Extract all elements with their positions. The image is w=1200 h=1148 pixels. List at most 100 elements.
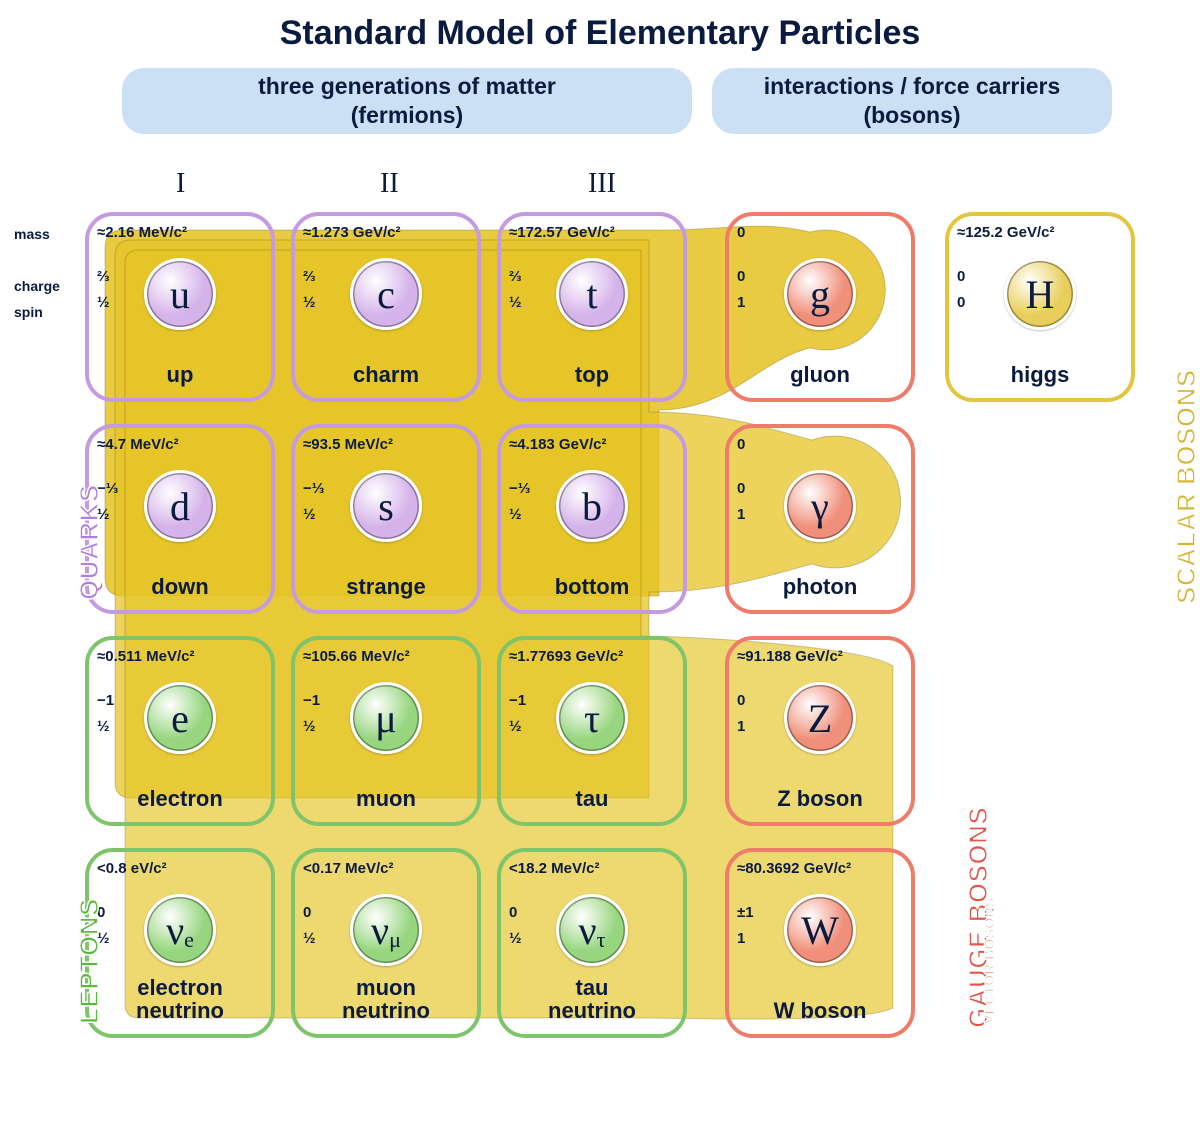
symbol-circle: u xyxy=(144,258,216,330)
cell-inner: ≈4.183 GeV/c² −⅓ ½ b bottom xyxy=(509,436,675,602)
symbol: ν xyxy=(166,907,184,954)
charge-value: 0 xyxy=(737,692,745,709)
particle-cell-w: ≈80.3692 GeV/c²±11WW boson xyxy=(725,848,915,1038)
charge-value: 0 xyxy=(509,904,517,921)
particle-cell-charm: ≈1.273 GeV/c²⅔½ccharm xyxy=(291,212,481,402)
cell-inner: ≈2.16 MeV/c²⅔½uup xyxy=(97,224,263,390)
charge-value: ±1 xyxy=(737,904,754,921)
particle-cell-electron: ≈0.511 MeV/c²−1½eelectron xyxy=(85,636,275,826)
spin-value: ½ xyxy=(97,294,110,311)
mass-value: ≈105.66 MeV/c² xyxy=(303,648,469,665)
particle-cell-higgs: ≈125.2 GeV/c²00Hhiggs xyxy=(945,212,1135,402)
cell-inner: 001γphoton xyxy=(737,436,903,602)
particle-cell-z: ≈91.188 GeV/c² 0 1 Z Z boson xyxy=(725,636,915,826)
charge-value: ⅔ xyxy=(509,268,522,285)
symbol-circle: g xyxy=(784,258,856,330)
cell-inner: ≈1.273 GeV/c²⅔½ccharm xyxy=(303,224,469,390)
cell-inner: <18.2 MeV/c²0½ντtauneutrino xyxy=(509,860,675,1026)
symbol: W xyxy=(801,907,839,954)
symbol-circle: νμ xyxy=(350,894,422,966)
particle-name: photon xyxy=(737,575,903,598)
symbol-circle: c xyxy=(350,258,422,330)
cell-inner: ≈4.7 MeV/c²−⅓½ddown xyxy=(97,436,263,602)
symbol-circle: b xyxy=(556,470,628,542)
mass-value: ≈4.183 GeV/c² xyxy=(509,436,675,453)
particle-name: bottom xyxy=(509,575,675,598)
particle-name: electronneutrino xyxy=(97,976,263,1022)
symbol: μ xyxy=(375,695,396,742)
symbol: b xyxy=(582,483,602,530)
cell-inner: ≈0.511 MeV/c²−1½eelectron xyxy=(97,648,263,814)
standard-model-chart: Standard Model of Elementary Particles t… xyxy=(0,0,1200,1148)
symbol: t xyxy=(586,271,597,318)
particle-name: muon xyxy=(303,787,469,810)
symbol-circle: t xyxy=(556,258,628,330)
charge-value: −⅓ xyxy=(303,480,324,497)
cell-inner: ≈93.5 MeV/c² −⅓ ½ s strange xyxy=(303,436,469,602)
symbol: e xyxy=(171,695,189,742)
side-label-vector: VECTOR BOSONS xyxy=(981,897,997,1024)
symbol-circle: W xyxy=(784,894,856,966)
symbol-subscript: τ xyxy=(597,927,606,953)
particle-name: gluon xyxy=(737,363,903,386)
symbol: ν xyxy=(371,907,389,954)
particle-cell-muon: ≈105.66 MeV/c²−1½μmuon xyxy=(291,636,481,826)
symbol: d xyxy=(170,483,190,530)
particle-name: strange xyxy=(303,575,469,598)
mass-value: ≈2.16 MeV/c² xyxy=(97,224,263,241)
symbol-circle: Z xyxy=(784,682,856,754)
spin-value: ½ xyxy=(509,506,522,523)
symbol-subscript: μ xyxy=(389,927,401,953)
spin-value: ½ xyxy=(303,506,316,523)
spin-value: 1 xyxy=(737,930,745,947)
symbol-circle: s xyxy=(350,470,422,542)
symbol: c xyxy=(377,271,395,318)
mass-value: ≈93.5 MeV/c² xyxy=(303,436,469,453)
spin-value: 0 xyxy=(957,294,965,311)
cell-inner: ≈105.66 MeV/c²−1½μmuon xyxy=(303,648,469,814)
particle-cell-top: ≈172.57 GeV/c²⅔½ttop xyxy=(497,212,687,402)
mass-value: ≈0.511 MeV/c² xyxy=(97,648,263,665)
mass-value: ≈91.188 GeV/c² xyxy=(737,648,903,665)
charge-value: ⅔ xyxy=(97,268,110,285)
symbol: ν xyxy=(579,907,597,954)
symbol: τ xyxy=(584,695,600,742)
side-label-quarks: QUARKS xyxy=(74,484,105,600)
spin-value: ½ xyxy=(509,930,522,947)
spin-value: 1 xyxy=(737,506,745,523)
charge-value: 0 xyxy=(303,904,311,921)
symbol-circle: e xyxy=(144,682,216,754)
mass-value: ≈80.3692 GeV/c² xyxy=(737,860,903,877)
symbol: s xyxy=(378,483,394,530)
symbol-subscript: e xyxy=(184,927,194,953)
particle-cell-nut: <18.2 MeV/c²0½ντtauneutrino xyxy=(497,848,687,1038)
charge-value: 0 xyxy=(957,268,965,285)
particle-cell-up: ≈2.16 MeV/c²⅔½uup xyxy=(85,212,275,402)
cell-inner: ≈80.3692 GeV/c²±11WW boson xyxy=(737,860,903,1026)
particle-cell-down: ≈4.7 MeV/c²−⅓½ddown xyxy=(85,424,275,614)
mass-value: ≈172.57 GeV/c² xyxy=(509,224,675,241)
symbol-circle: μ xyxy=(350,682,422,754)
spin-value: ½ xyxy=(303,930,316,947)
symbol: H xyxy=(1026,271,1055,318)
cell-inner: <0.8 eV/c²0½νeelectronneutrino xyxy=(97,860,263,1026)
symbol-circle: ντ xyxy=(556,894,628,966)
spin-value: ½ xyxy=(509,718,522,735)
particle-cell-tau: ≈1.77693 GeV/c²−1½τtau xyxy=(497,636,687,826)
particle-name: Z boson xyxy=(737,787,903,810)
mass-value: <0.17 MeV/c² xyxy=(303,860,469,877)
mass-value: ≈1.273 GeV/c² xyxy=(303,224,469,241)
charge-value: ⅔ xyxy=(303,268,316,285)
cell-inner: 001ggluon xyxy=(737,224,903,390)
particle-name: charm xyxy=(303,363,469,386)
particle-name: electron xyxy=(97,787,263,810)
charge-value: −1 xyxy=(97,692,114,709)
spin-value: 1 xyxy=(737,718,745,735)
particle-cell-num: <0.17 MeV/c²0½νμmuonneutrino xyxy=(291,848,481,1038)
charge-value: 0 xyxy=(737,268,745,285)
cell-inner: ≈1.77693 GeV/c²−1½τtau xyxy=(509,648,675,814)
charge-value: −⅓ xyxy=(509,480,530,497)
cell-inner: ≈172.57 GeV/c²⅔½ttop xyxy=(509,224,675,390)
symbol-circle: γ xyxy=(784,470,856,542)
symbol: u xyxy=(170,271,190,318)
